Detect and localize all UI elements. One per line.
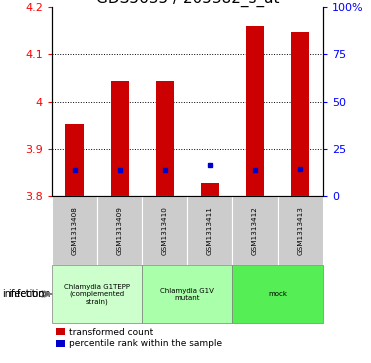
Bar xyxy=(52,196,97,265)
Legend: transformed count, percentile rank within the sample: transformed count, percentile rank withi… xyxy=(56,327,222,348)
Title: GDS5635 / 205382_s_at: GDS5635 / 205382_s_at xyxy=(96,0,279,7)
Bar xyxy=(142,265,233,323)
Bar xyxy=(156,81,174,196)
Bar xyxy=(278,196,323,265)
Text: infection: infection xyxy=(9,289,51,299)
Bar xyxy=(52,265,142,323)
Bar xyxy=(187,196,233,265)
Bar xyxy=(142,196,187,265)
Bar xyxy=(291,32,309,196)
Bar xyxy=(201,183,219,196)
Text: infection: infection xyxy=(2,289,45,299)
Bar xyxy=(66,124,83,196)
Text: Chlamydia G1V
mutant: Chlamydia G1V mutant xyxy=(160,287,214,301)
Bar xyxy=(97,196,142,265)
Text: Chlamydia G1TEPP
(complemented
strain): Chlamydia G1TEPP (complemented strain) xyxy=(64,284,130,305)
Text: GSM1313412: GSM1313412 xyxy=(252,206,258,255)
Text: GSM1313413: GSM1313413 xyxy=(297,206,303,255)
Bar xyxy=(233,196,278,265)
Bar xyxy=(111,81,129,196)
Text: mock: mock xyxy=(268,291,287,297)
Text: GSM1313409: GSM1313409 xyxy=(116,206,123,255)
Text: GSM1313410: GSM1313410 xyxy=(162,206,168,255)
Text: GSM1313411: GSM1313411 xyxy=(207,206,213,255)
Bar xyxy=(233,265,323,323)
Bar xyxy=(246,26,264,196)
Text: GSM1313408: GSM1313408 xyxy=(72,206,78,255)
